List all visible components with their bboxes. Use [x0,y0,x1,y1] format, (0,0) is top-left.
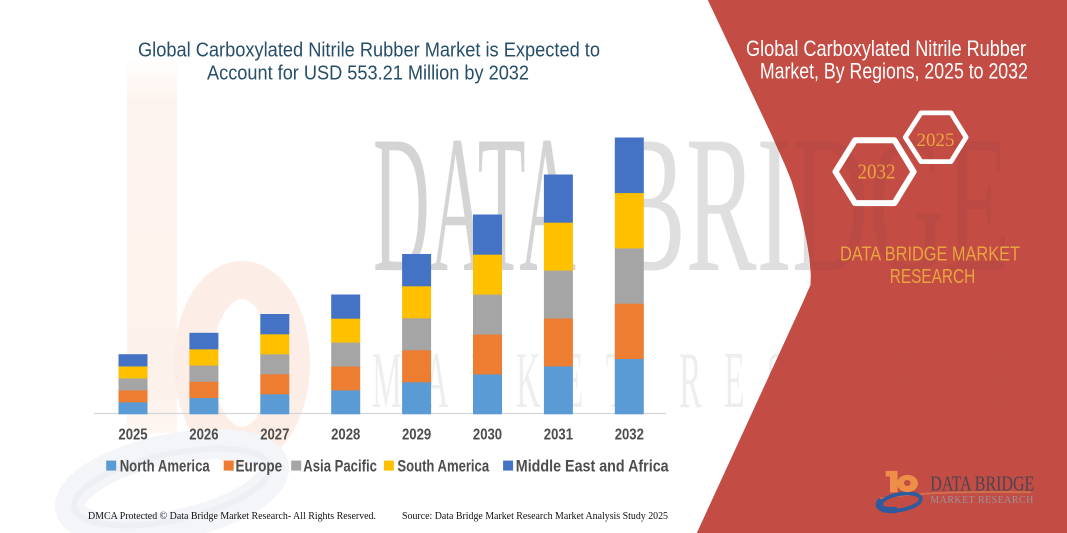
svg-text:DATA BRIDGE MARKET: DATA BRIDGE MARKET [840,242,1020,265]
svg-text:DATA BRIDGE: DATA BRIDGE [930,472,1034,496]
svg-text:DMCA Protected © Data Bridge M: DMCA Protected © Data Bridge Market Rese… [88,511,376,522]
svg-text:2027: 2027 [260,427,289,444]
svg-text:Global Carboxylated Nitrile Ru: Global Carboxylated Nitrile Rubber [746,36,1026,61]
svg-text:Middle East and Africa: Middle East and Africa [516,457,669,476]
svg-text:Europe: Europe [236,457,283,476]
svg-text:Asia Pacific: Asia Pacific [303,457,377,476]
svg-text:2031: 2031 [544,427,573,444]
svg-text:Global Carboxylated Nitrile Ru: Global Carboxylated Nitrile Rubber Marke… [138,39,600,61]
svg-text:2025: 2025 [917,130,955,151]
svg-text:South America: South America [397,457,489,476]
svg-text:2032: 2032 [615,427,644,444]
svg-text:RESEARCH: RESEARCH [890,265,976,288]
svg-text:2032: 2032 [858,159,896,183]
svg-text:Account for USD 553.21 Million: Account for USD 553.21 Million by 2032 [207,63,529,85]
svg-text:2025: 2025 [118,427,147,444]
svg-text:2030: 2030 [473,427,502,444]
svg-text:North America: North America [120,457,210,476]
svg-text:MARKET RESEARCH: MARKET RESEARCH [930,495,1035,506]
svg-text:2029: 2029 [402,427,431,444]
svg-text:Market, By Regions, 2025 to 20: Market, By Regions, 2025 to 2032 [760,59,1028,84]
svg-text:2026: 2026 [189,427,218,444]
svg-text:2028: 2028 [331,427,360,444]
svg-text:Source: Data Bridge Market Res: Source: Data Bridge Market Research Mark… [402,511,668,522]
